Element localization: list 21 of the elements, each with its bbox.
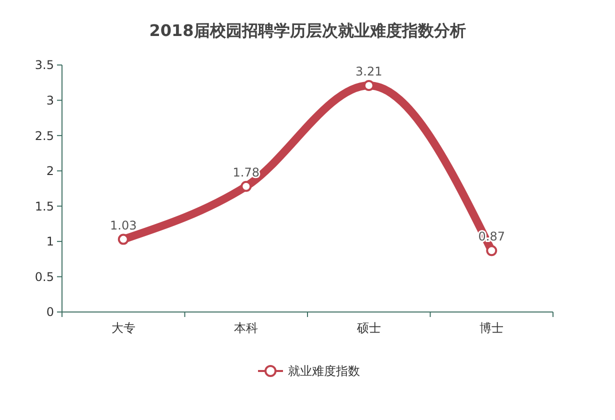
y-tick-label: 3.5	[34, 58, 54, 72]
point	[240, 180, 252, 192]
x-tick-label: 大专	[111, 321, 136, 335]
x-tick-label: 博士	[480, 321, 504, 335]
point	[363, 80, 374, 91]
legend-label: 就业难度指数	[288, 364, 360, 378]
y-tick-label: 2	[46, 164, 54, 178]
chart-title: 2018届校园招聘学历层次就业难度指数分析	[149, 21, 466, 40]
data-label: 1.78	[232, 165, 260, 180]
y-tick-label: 1	[46, 234, 54, 249]
data-label: 1.03	[110, 218, 137, 232]
point	[486, 245, 498, 256]
x-tick-label: 硕士	[356, 321, 381, 335]
data-label: 3.21	[356, 64, 382, 78]
x-tick-label: 本科	[234, 321, 258, 335]
y-tick-label: 0.5	[34, 270, 54, 284]
y-tick-label: 0	[46, 305, 54, 320]
y-tick-label: 1.5	[34, 199, 54, 214]
y-tick-label: 2.5	[34, 128, 54, 143]
point	[118, 234, 129, 245]
y-tick-label: 3	[46, 93, 54, 108]
